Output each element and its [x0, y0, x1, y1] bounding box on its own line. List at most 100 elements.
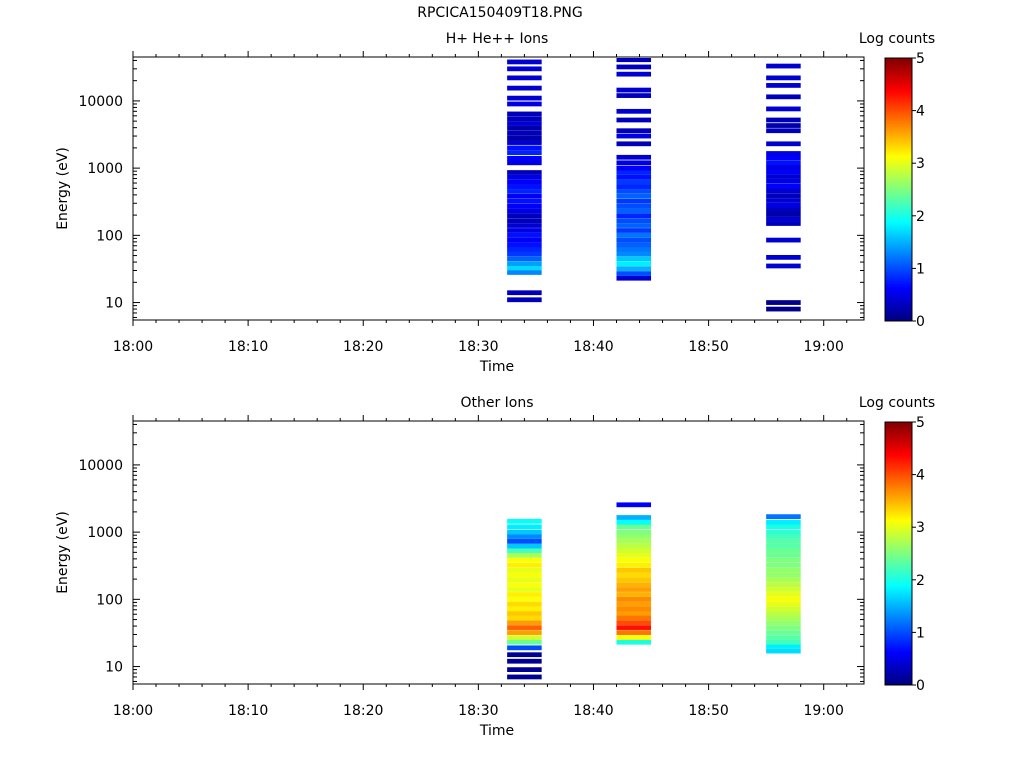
heatmap-cell	[616, 582, 652, 588]
heatmap-cell	[507, 630, 542, 635]
x-tick-label: 18:20	[343, 703, 383, 719]
heatmap-cell	[616, 577, 652, 583]
y-axis-label: Energy (eV)	[55, 147, 71, 230]
heatmap-cell	[507, 246, 542, 252]
heatmap-cell	[616, 108, 652, 114]
heatmap-cell	[507, 121, 542, 126]
heatmap-cell	[507, 615, 542, 621]
heatmap-cell	[616, 133, 652, 139]
heatmap-cell	[766, 183, 801, 189]
heatmap-cell	[616, 266, 652, 271]
heatmap-cell	[616, 562, 652, 568]
heatmap-cell	[766, 630, 801, 635]
colorbar-label: Log counts	[859, 31, 935, 47]
heatmap-cell	[507, 95, 542, 101]
heatmap-cell	[766, 534, 801, 539]
heatmap-cell	[507, 620, 542, 626]
heatmap-cell	[616, 620, 652, 626]
heatmap-cell	[507, 184, 542, 190]
heatmap-cell	[507, 534, 542, 539]
heatmap-cell	[507, 548, 542, 554]
heatmap-cell	[616, 515, 652, 520]
data-column	[616, 502, 652, 645]
heatmap-cell	[616, 117, 652, 123]
x-tick-label: 18:00	[113, 703, 153, 719]
y-tick-label: 1000	[87, 525, 123, 541]
heatmap-cell	[616, 58, 652, 63]
x-tick-label: 18:50	[688, 339, 728, 355]
heatmap-cell	[507, 524, 542, 530]
heatmap-cell	[766, 198, 801, 203]
heatmap-cell	[766, 193, 801, 198]
heatmap-cell	[616, 237, 652, 243]
heatmap-cell	[507, 639, 542, 645]
heatmap-cell	[616, 232, 652, 238]
x-tick-label: 18:30	[458, 703, 498, 719]
heatmap-cell	[766, 572, 801, 578]
heatmap-cell	[507, 587, 542, 592]
colorbar-tick-label: 4	[916, 468, 925, 484]
heatmap-cell	[766, 106, 801, 112]
heatmap-cell	[616, 198, 652, 204]
heatmap-cell	[507, 203, 542, 209]
y-ticks	[133, 59, 864, 318]
heatmap-cell	[766, 221, 801, 226]
heatmap-cell	[507, 189, 542, 194]
heatmap-cell	[766, 306, 801, 312]
heatmap-cell	[766, 263, 801, 269]
heatmap-cell	[507, 208, 542, 214]
heatmap-cell	[766, 141, 801, 147]
heatmap-cell	[616, 64, 652, 70]
heatmap-cell	[507, 193, 542, 199]
x-tick-label: 18:40	[573, 703, 613, 719]
data-column	[766, 63, 801, 312]
heatmap-cell	[616, 553, 652, 558]
heatmap-cell	[507, 261, 542, 266]
heatmap-cell	[507, 529, 542, 535]
y-axis-label: Energy (eV)	[55, 511, 71, 594]
colorbar-tick-label: 2	[916, 209, 925, 225]
heatmap-cell	[616, 256, 652, 262]
heatmap-cell	[507, 543, 542, 549]
heatmap-cell	[766, 567, 801, 573]
x-tick-label: 18:00	[113, 339, 153, 355]
x-tick-label: 18:20	[343, 339, 383, 355]
heatmap-cell	[616, 596, 652, 602]
heatmap-cell	[507, 610, 542, 616]
heatmap-cell	[507, 135, 542, 141]
heatmap-cell	[766, 216, 801, 222]
heatmap-cell	[766, 128, 801, 134]
heatmap-cell	[507, 297, 542, 303]
heatmap-cell	[507, 218, 542, 224]
heatmap-cell	[616, 271, 652, 276]
colorbar-tick-label: 1	[916, 261, 925, 277]
heatmap-cell	[616, 592, 652, 597]
y-ticks	[133, 423, 864, 682]
heatmap-cell	[507, 601, 542, 607]
heatmap-cell	[507, 198, 542, 204]
heatmap-cell	[616, 128, 652, 134]
heatmap-cell	[766, 562, 801, 568]
heatmap-cell	[507, 596, 542, 602]
heatmap-cell	[616, 154, 652, 160]
heatmap-cell	[766, 643, 801, 649]
heatmap-cell	[507, 66, 542, 72]
heatmap-cell	[507, 145, 542, 151]
heatmap-cell	[616, 639, 652, 645]
heatmap-cell	[507, 174, 542, 180]
y-tick-label: 100	[96, 592, 123, 608]
heatmap-cell	[507, 140, 542, 145]
heatmap-cell	[766, 620, 801, 626]
heatmap-cell	[507, 242, 542, 248]
heatmap-cell	[766, 155, 801, 161]
heatmap-cell	[616, 179, 652, 185]
heatmap-cell	[766, 178, 801, 184]
heatmap-cell	[616, 71, 652, 77]
heatmap-cell	[616, 538, 652, 544]
heatmap-cell	[766, 94, 801, 100]
heatmap-cell	[507, 562, 542, 568]
heatmap-cell	[616, 223, 652, 228]
heatmap-cell	[766, 202, 801, 208]
